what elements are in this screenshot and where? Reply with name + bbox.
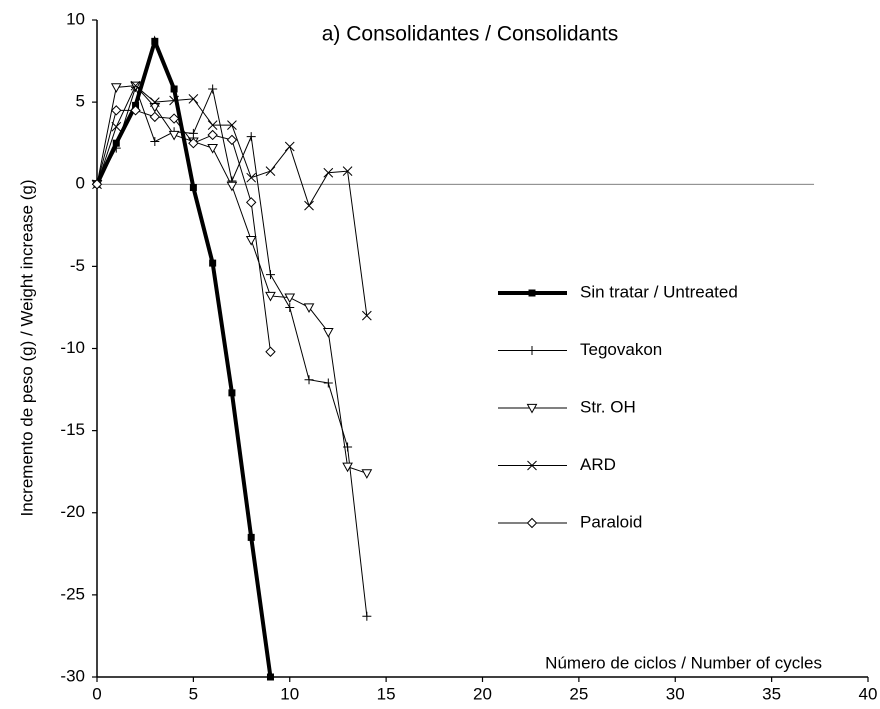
marker <box>226 181 238 192</box>
marker <box>246 172 257 183</box>
x-tick-label: 20 <box>473 684 492 703</box>
marker <box>207 129 218 141</box>
marker <box>226 134 238 146</box>
marker <box>91 179 103 190</box>
x-tick-label: 5 <box>189 684 198 703</box>
x-tick-label: 25 <box>569 684 588 703</box>
marker <box>208 84 218 94</box>
marker <box>189 184 197 192</box>
marker <box>322 327 334 338</box>
series-line <box>96 84 368 316</box>
x-axis-label: Número de ciclos / Number of cycles <box>545 653 822 672</box>
y-tick-label: 10 <box>66 9 85 28</box>
marker <box>303 303 315 313</box>
marker <box>149 111 161 123</box>
marker <box>342 166 353 176</box>
marker <box>207 120 218 130</box>
marker <box>151 37 159 45</box>
marker <box>207 144 218 154</box>
marker <box>149 102 161 113</box>
marker <box>169 95 179 106</box>
marker <box>285 302 295 312</box>
marker <box>361 469 373 479</box>
marker <box>527 346 537 355</box>
marker <box>168 130 180 141</box>
chart-title: a) Consolidantes / Consolidants <box>322 23 619 46</box>
series-line <box>96 109 271 352</box>
marker <box>265 291 276 302</box>
y-tick-label: -30 <box>60 666 85 685</box>
marker <box>265 166 276 176</box>
y-axis-label: Incremento de peso (g) / Weight increase… <box>17 179 36 516</box>
marker <box>527 460 537 471</box>
marker <box>526 517 538 529</box>
marker <box>130 105 141 116</box>
x-tick-label: 0 <box>92 684 101 703</box>
marker <box>266 673 274 681</box>
legend-label: Tegovakon <box>580 340 662 359</box>
x-tick-label: 40 <box>859 684 878 703</box>
y-tick-label: -15 <box>60 420 85 439</box>
marker <box>245 197 257 208</box>
marker <box>111 143 121 153</box>
legend-label: Paraloid <box>580 512 642 531</box>
marker <box>188 93 199 104</box>
x-tick-label: 15 <box>377 684 396 703</box>
y-tick-label: -20 <box>60 502 85 521</box>
marker <box>209 259 217 267</box>
marker <box>227 120 237 130</box>
marker <box>342 462 353 473</box>
y-tick-label: -10 <box>60 338 85 357</box>
y-tick-label: 0 <box>76 174 85 193</box>
series-line <box>95 35 273 678</box>
marker <box>323 378 333 388</box>
legend-label: ARD <box>580 455 616 474</box>
marker <box>361 310 372 321</box>
y-tick-label: 5 <box>76 92 85 111</box>
marker <box>284 293 296 304</box>
marker <box>168 113 180 124</box>
y-tick-label: -5 <box>70 256 85 275</box>
marker <box>150 137 160 147</box>
marker <box>284 141 295 152</box>
marker <box>304 375 314 385</box>
series-line <box>96 85 368 617</box>
marker <box>170 85 178 93</box>
marker <box>228 389 236 397</box>
marker <box>110 83 122 93</box>
marker <box>265 270 275 280</box>
marker <box>130 80 141 91</box>
marker <box>528 289 536 297</box>
marker <box>265 346 276 357</box>
marker <box>245 235 257 246</box>
x-tick-label: 35 <box>762 684 781 703</box>
marker <box>246 132 256 142</box>
legend-label: Str. OH <box>580 397 636 416</box>
x-tick-label: 10 <box>280 684 299 703</box>
marker <box>304 200 314 211</box>
marker <box>362 611 372 621</box>
marker <box>526 403 538 414</box>
marker <box>188 128 198 138</box>
marker <box>247 533 255 541</box>
marker <box>188 137 199 149</box>
x-tick-label: 30 <box>666 684 685 703</box>
legend-label: Sin tratar / Untreated <box>580 282 738 301</box>
marker <box>111 105 122 116</box>
marker <box>323 167 334 178</box>
y-tick-label: -25 <box>60 584 85 603</box>
marker <box>149 97 160 107</box>
